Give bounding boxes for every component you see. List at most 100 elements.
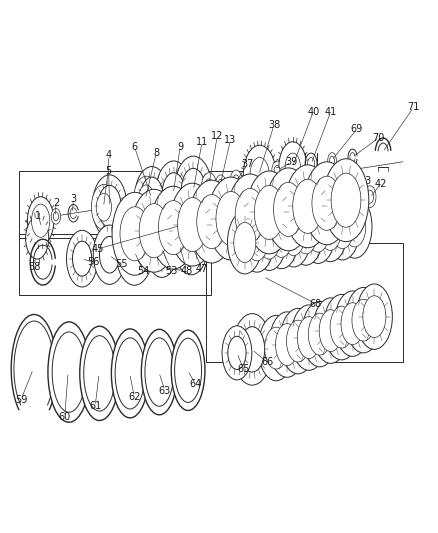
Ellipse shape <box>131 189 177 272</box>
Ellipse shape <box>331 208 353 248</box>
Ellipse shape <box>158 200 188 255</box>
Ellipse shape <box>72 241 92 276</box>
Ellipse shape <box>227 336 246 369</box>
Ellipse shape <box>322 159 368 241</box>
Text: 47: 47 <box>195 264 208 273</box>
Ellipse shape <box>98 185 121 227</box>
Text: 53: 53 <box>165 266 177 276</box>
Ellipse shape <box>274 165 279 176</box>
Text: 71: 71 <box>406 102 419 112</box>
Ellipse shape <box>288 203 322 265</box>
Ellipse shape <box>122 229 146 273</box>
Ellipse shape <box>138 185 154 213</box>
Ellipse shape <box>264 206 298 269</box>
Ellipse shape <box>80 326 119 421</box>
Ellipse shape <box>329 156 334 165</box>
Ellipse shape <box>284 165 330 248</box>
Ellipse shape <box>292 179 322 233</box>
Text: 39: 39 <box>285 157 297 167</box>
Ellipse shape <box>145 218 178 277</box>
Ellipse shape <box>145 338 173 406</box>
Text: 41: 41 <box>324 107 336 117</box>
Ellipse shape <box>232 175 239 187</box>
Ellipse shape <box>356 284 392 350</box>
Text: 62: 62 <box>128 392 140 402</box>
Ellipse shape <box>155 161 191 227</box>
Ellipse shape <box>306 212 328 252</box>
Ellipse shape <box>337 196 371 258</box>
Ellipse shape <box>290 305 326 370</box>
Text: 4: 4 <box>105 150 111 160</box>
Ellipse shape <box>53 212 58 221</box>
Text: 63: 63 <box>159 386 171 396</box>
Ellipse shape <box>279 309 315 374</box>
Text: 70: 70 <box>372 133 384 143</box>
Ellipse shape <box>239 209 274 272</box>
Ellipse shape <box>284 153 300 181</box>
Ellipse shape <box>278 142 306 192</box>
Ellipse shape <box>174 156 212 224</box>
Ellipse shape <box>162 173 185 215</box>
Ellipse shape <box>357 193 361 203</box>
Ellipse shape <box>32 204 49 237</box>
Ellipse shape <box>307 157 314 171</box>
Ellipse shape <box>215 191 245 246</box>
Text: 1: 1 <box>35 211 42 221</box>
Ellipse shape <box>318 310 342 352</box>
Text: 38: 38 <box>267 120 279 130</box>
Text: 68: 68 <box>309 298 321 309</box>
Text: 46: 46 <box>246 260 258 269</box>
Ellipse shape <box>150 186 196 269</box>
Ellipse shape <box>152 229 172 266</box>
Ellipse shape <box>51 208 60 224</box>
Ellipse shape <box>215 175 226 194</box>
Text: 13: 13 <box>224 135 236 145</box>
Ellipse shape <box>366 190 373 203</box>
Ellipse shape <box>111 329 148 418</box>
Ellipse shape <box>312 298 348 364</box>
Ellipse shape <box>134 167 169 229</box>
Ellipse shape <box>116 217 153 285</box>
Ellipse shape <box>112 192 157 275</box>
Text: 59: 59 <box>15 394 27 405</box>
Ellipse shape <box>329 306 352 348</box>
Text: 55: 55 <box>115 260 127 269</box>
Ellipse shape <box>294 214 316 254</box>
Text: 8: 8 <box>153 148 159 158</box>
Ellipse shape <box>355 190 364 206</box>
Ellipse shape <box>217 179 223 190</box>
Ellipse shape <box>201 173 216 200</box>
Ellipse shape <box>28 197 54 245</box>
Ellipse shape <box>227 174 272 257</box>
Ellipse shape <box>208 177 253 260</box>
Ellipse shape <box>363 186 375 208</box>
Text: 65: 65 <box>237 364 249 374</box>
Ellipse shape <box>346 193 353 205</box>
Ellipse shape <box>230 170 241 192</box>
Text: 12: 12 <box>211 131 223 141</box>
Ellipse shape <box>271 161 282 180</box>
Ellipse shape <box>171 330 205 410</box>
Text: 48: 48 <box>180 266 192 276</box>
Ellipse shape <box>258 316 293 381</box>
Ellipse shape <box>170 229 187 261</box>
Ellipse shape <box>330 173 360 227</box>
Text: 11: 11 <box>195 137 208 147</box>
Ellipse shape <box>362 296 385 337</box>
Ellipse shape <box>99 237 120 273</box>
Ellipse shape <box>48 322 90 422</box>
Text: 2: 2 <box>53 198 59 208</box>
Ellipse shape <box>282 215 304 256</box>
Text: 56: 56 <box>87 257 99 267</box>
Ellipse shape <box>25 217 49 259</box>
Ellipse shape <box>327 152 336 168</box>
Text: 54: 54 <box>137 266 149 276</box>
Ellipse shape <box>286 320 309 362</box>
Text: 40: 40 <box>307 107 319 117</box>
Ellipse shape <box>265 168 311 251</box>
Ellipse shape <box>325 197 359 260</box>
Ellipse shape <box>181 168 205 212</box>
Ellipse shape <box>351 299 374 341</box>
Ellipse shape <box>345 287 381 353</box>
Ellipse shape <box>307 313 331 355</box>
